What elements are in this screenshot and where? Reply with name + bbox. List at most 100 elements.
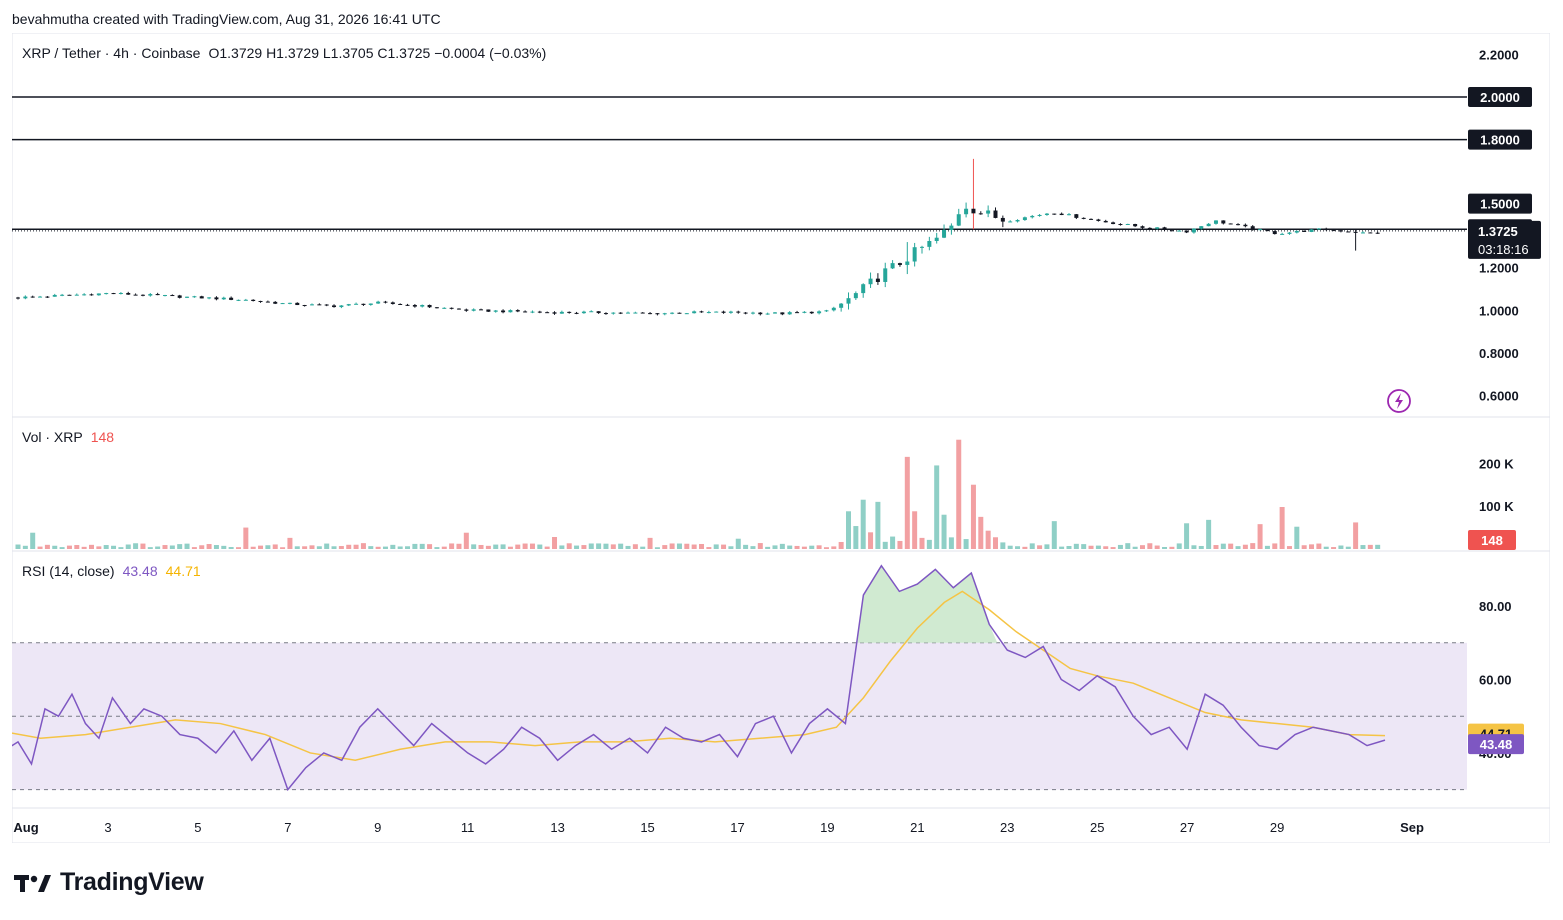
candle-body <box>750 312 755 314</box>
candle-body <box>824 310 829 312</box>
volume-bar <box>632 544 638 549</box>
tradingview-wordmark: TradingView <box>60 868 204 896</box>
volume-tick-label: 200 K <box>1479 456 1514 471</box>
volume-bar <box>529 543 535 549</box>
volume-bar <box>750 546 756 549</box>
candle-body <box>1184 230 1189 233</box>
volume-bar <box>603 543 609 549</box>
volume-bar <box>500 544 506 549</box>
time-tick-label: 15 <box>640 820 654 835</box>
candle-body <box>919 246 924 248</box>
volume-bar <box>309 545 315 549</box>
candle-body <box>1213 220 1218 224</box>
candle-body <box>376 301 381 304</box>
volume-bar <box>81 546 87 549</box>
volume-bar <box>177 544 183 549</box>
volume-bar <box>368 546 374 549</box>
candle-body <box>559 311 564 314</box>
candle-body <box>361 303 366 305</box>
volume-bar <box>765 546 771 549</box>
volume-bar <box>1257 524 1263 549</box>
candle-body <box>589 311 594 313</box>
candle-body <box>339 305 344 308</box>
volume-bar <box>963 539 969 549</box>
candle-body <box>706 312 711 314</box>
volume-bar <box>1081 544 1087 549</box>
candle-body <box>1066 214 1071 216</box>
candle-body <box>82 294 87 296</box>
candle-body <box>596 311 601 314</box>
volume-bar <box>169 545 175 549</box>
candle-body <box>1375 232 1380 234</box>
volume-bar <box>823 547 829 549</box>
volume-bar <box>1139 545 1145 549</box>
volume-bar <box>1206 519 1212 549</box>
candle-body <box>714 311 719 313</box>
chart-frame[interactable]: 2.20002.00001.80001.50001.38001.20001.00… <box>0 32 1551 844</box>
candle-body <box>148 294 153 296</box>
volume-bar <box>1088 545 1094 549</box>
rsi-tick-label: 60.00 <box>1479 673 1512 688</box>
last-price-tag <box>1468 220 1541 259</box>
candle-body <box>456 308 461 310</box>
volume-bar <box>868 532 874 549</box>
volume-bar <box>1213 545 1219 549</box>
volume-bar <box>1198 545 1204 549</box>
volume-bar <box>904 456 910 549</box>
candle-body <box>773 312 778 314</box>
volume-bar <box>801 546 807 549</box>
time-tick-label: 17 <box>730 820 744 835</box>
volume-bar <box>507 546 513 549</box>
candle-body <box>434 307 439 309</box>
chart-svg[interactable]: 2.20002.00001.80001.50001.38001.20001.00… <box>0 32 1551 844</box>
candle-body <box>758 312 763 315</box>
volume-pane <box>15 439 1381 549</box>
countdown-label: 03:18:16 <box>1478 242 1529 257</box>
candle-body <box>1140 226 1145 228</box>
volume-bar <box>1367 544 1373 549</box>
candle-body <box>192 296 197 298</box>
time-tick-label: 3 <box>104 820 111 835</box>
volume-bar <box>1007 545 1013 549</box>
volume-bar <box>1242 544 1248 549</box>
volume-bar <box>1331 547 1337 549</box>
alert-icon[interactable] <box>1387 389 1411 413</box>
volume-bar <box>1176 543 1182 549</box>
volume-bar <box>22 545 28 549</box>
candle-body <box>258 300 263 302</box>
candle-body <box>287 302 292 304</box>
candle-body <box>60 294 65 296</box>
candle-body <box>464 309 469 311</box>
volume-bar <box>787 545 793 549</box>
volume-bar <box>669 543 675 549</box>
volume-bar <box>1147 543 1153 549</box>
time-tick-label: 27 <box>1180 820 1194 835</box>
volume-bar <box>654 547 660 549</box>
price-pane <box>12 96 1467 316</box>
candle-body <box>692 311 697 314</box>
volume-bar <box>103 545 109 549</box>
candle-body <box>162 295 167 297</box>
volume-bar <box>346 544 352 549</box>
candle-body <box>942 229 947 238</box>
candle-body <box>986 210 991 214</box>
candle-body <box>1103 220 1108 223</box>
candle-body <box>1338 230 1343 232</box>
candle-body <box>1368 232 1373 234</box>
volume-bar <box>228 547 234 549</box>
candle-body <box>30 296 35 298</box>
volume-bar <box>625 545 631 549</box>
volume-bar <box>258 545 264 549</box>
candle-body <box>1353 231 1358 233</box>
candle-body <box>1169 229 1174 231</box>
candle-body <box>383 301 388 303</box>
volume-bar <box>147 547 153 549</box>
volume-bar <box>809 545 815 549</box>
volume-bar <box>1132 546 1138 549</box>
candle-body <box>118 292 123 294</box>
volume-last-tag <box>1468 530 1516 550</box>
candle-body <box>229 297 234 300</box>
candle-body <box>795 312 800 314</box>
tradingview-logo[interactable]: TradingView <box>14 868 204 897</box>
candle-body <box>1037 214 1042 216</box>
